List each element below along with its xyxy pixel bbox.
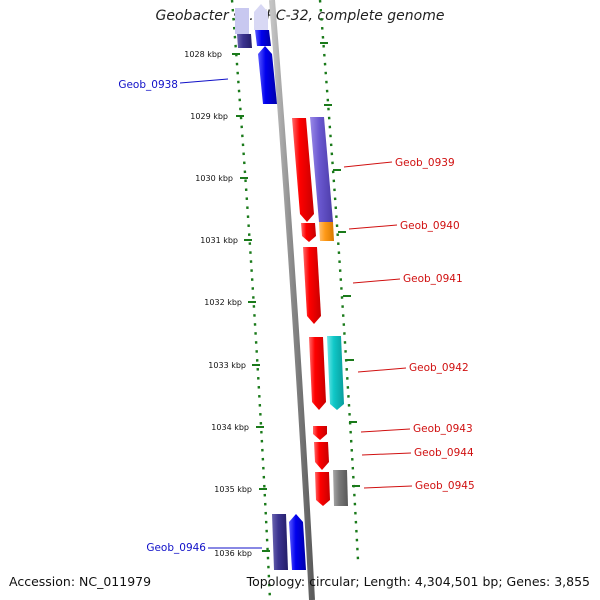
topology-text: Topology: circular; Length: 4,304,501 bp…: [246, 574, 590, 589]
gene-label[interactable]: Geob_0941: [403, 273, 463, 285]
gene-arrow: [314, 442, 329, 470]
gene-label[interactable]: Geob_0944: [414, 447, 474, 459]
gene-label[interactable]: Geob_0940: [400, 220, 460, 232]
gene-label[interactable]: Geob_0946: [146, 542, 206, 554]
tick-label: 1031 kbp: [200, 236, 238, 245]
gene-arrow: [301, 223, 316, 242]
tick-label: 1029 kbp: [190, 112, 228, 121]
gene-label[interactable]: Geob_0943: [413, 423, 473, 435]
tick-group: 1028 kbp 1029 kbp 1030 kbp 1031 kbp 1032…: [184, 42, 360, 558]
leader-line: [343, 161, 393, 168]
tick-label: 1034 kbp: [211, 423, 249, 432]
gene-arrow: [309, 337, 326, 410]
reverse-genes: [292, 117, 348, 506]
label-leaders: [179, 78, 413, 549]
gene-arrow: [237, 34, 252, 48]
leader-line: [348, 224, 398, 230]
gene-label[interactable]: Geob_0945: [415, 480, 475, 492]
gene-arrow: [333, 470, 348, 506]
leader-line: [352, 278, 401, 284]
gene-arrow: [258, 46, 277, 104]
gene-arrow: [255, 30, 271, 46]
gene-arrow: [289, 514, 306, 570]
leader-line: [361, 452, 412, 456]
tick-label: 1036 kbp: [214, 549, 252, 558]
leader-line: [357, 367, 407, 373]
gene-labels: Geob_0938 Geob_0939 Geob_0940 Geob_0941 …: [118, 79, 474, 554]
gene-arrow: [310, 117, 333, 222]
gene-label[interactable]: Geob_0939: [395, 157, 455, 169]
accession-text: Accession: NC_011979: [9, 574, 152, 589]
tick-label: 1033 kbp: [208, 361, 246, 370]
gene-arrow: [235, 8, 249, 34]
gene-arrow: [272, 514, 288, 570]
gene-label[interactable]: Geob_0942: [409, 362, 469, 374]
leader-line: [179, 78, 229, 84]
gene-arrow: [327, 336, 344, 410]
leader-line: [360, 428, 411, 433]
tick-label: 1035 kbp: [214, 485, 252, 494]
gene-arrow: [315, 472, 330, 506]
gene-arrow: [292, 118, 314, 222]
tick-label: 1030 kbp: [195, 174, 233, 183]
gene-arrow: [319, 222, 334, 241]
leader-line: [363, 485, 413, 489]
tick-label: 1032 kbp: [204, 298, 242, 307]
tick-label: 1028 kbp: [184, 50, 222, 59]
map-title: Geobacter sp. FRC-32, complete genome: [155, 8, 445, 24]
gene-arrow: [303, 247, 321, 324]
gene-label[interactable]: Geob_0938: [118, 79, 178, 91]
forward-genes: [235, 4, 306, 570]
genome-backbone: [269, 0, 315, 600]
gene-arrow: [313, 426, 327, 440]
gene-arrow: [254, 4, 268, 30]
